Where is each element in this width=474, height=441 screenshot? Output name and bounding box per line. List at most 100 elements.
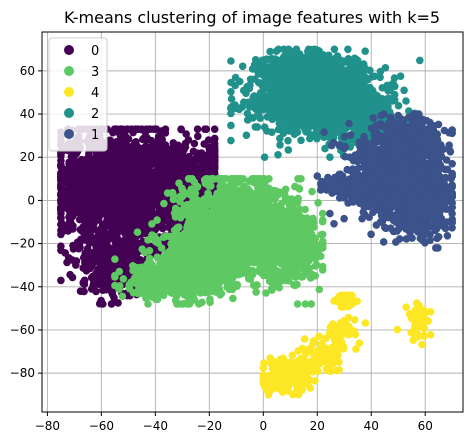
point [115,152,123,161]
point [195,247,203,256]
point [163,189,172,197]
point [252,288,260,296]
point [220,250,228,258]
point [173,242,182,251]
point [114,299,122,307]
point [90,170,98,178]
point [188,175,196,183]
point [161,211,169,220]
point [210,157,219,166]
point [119,212,128,220]
point [225,201,233,210]
point [131,139,139,147]
point [153,175,161,183]
point [128,252,137,261]
point [106,174,114,183]
point [209,175,218,183]
point [103,230,111,238]
point [64,227,72,235]
point [103,256,112,264]
point [142,156,151,165]
point [268,186,277,195]
point [57,173,65,182]
point [194,149,202,158]
point [297,175,305,183]
point [308,187,316,196]
point [295,184,303,192]
point [58,225,66,233]
point [154,239,162,247]
point [190,160,198,168]
point [73,184,82,192]
point [99,286,107,295]
point [75,244,83,253]
point [99,300,107,308]
point [121,194,129,203]
point [209,206,217,215]
point [63,258,71,267]
point [116,126,125,134]
point [152,125,161,133]
point [102,237,110,246]
point [94,160,102,168]
point [172,205,180,213]
point [210,125,219,133]
point [82,172,90,181]
point [66,270,74,279]
point [67,152,76,161]
point [229,294,237,303]
point [80,276,89,285]
point [113,233,121,242]
point [90,281,98,290]
point [137,217,145,225]
point [64,189,72,198]
point [131,151,139,159]
point [139,164,148,173]
chart-title: K-means clustering of image features wit… [64,8,440,27]
point [214,244,223,252]
point [87,273,96,282]
point [92,200,100,209]
point [217,289,226,298]
point [160,199,168,208]
point [134,207,142,215]
data-points [57,45,457,399]
point [144,208,152,217]
point [111,192,120,201]
point [225,187,233,195]
point [90,180,98,189]
point [179,142,188,151]
point [190,139,199,148]
point [98,246,106,255]
point [314,199,322,207]
point [145,193,154,201]
point [152,168,161,176]
point [83,203,92,212]
point [218,181,227,189]
point [202,125,211,133]
point [176,156,185,164]
point [126,204,135,213]
point [135,255,144,264]
point [222,262,230,270]
point [182,130,190,138]
point [178,192,187,201]
point [206,295,214,303]
point [191,189,200,198]
point [140,248,149,257]
point [153,139,161,147]
point [72,261,80,269]
point [236,208,245,217]
point [208,282,216,290]
point [244,202,253,210]
point [144,236,152,244]
point [83,244,92,253]
point [81,216,90,225]
point [219,195,227,203]
point [210,220,219,229]
point [102,267,111,276]
point [57,214,65,222]
point [181,205,190,214]
point [161,232,169,241]
